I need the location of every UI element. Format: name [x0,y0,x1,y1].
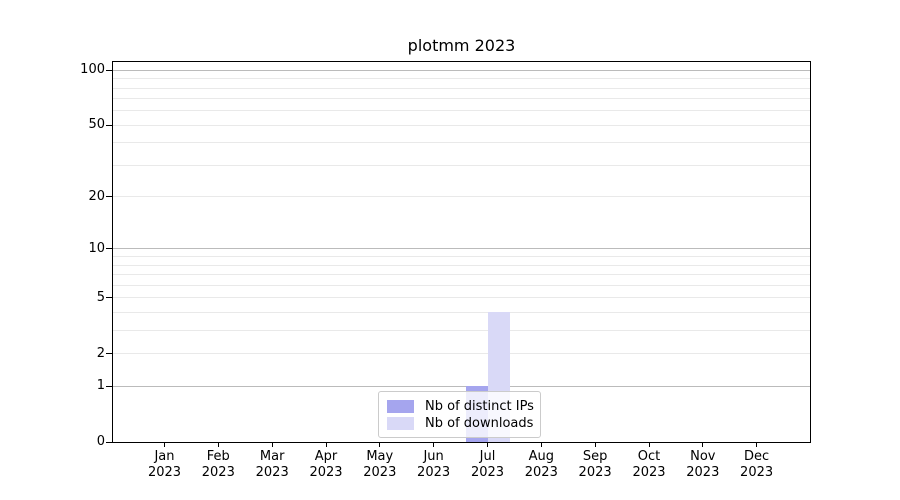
x-tick-mark [702,442,704,447]
legend-row: Nb of downloads [387,415,534,431]
x-tick-label: Nov 2023 [673,449,733,480]
y-tick-mark [106,69,112,71]
x-tick-month: Mar [259,449,285,464]
y-tick-label: 50 [88,117,105,133]
y-tick-mark [106,196,112,198]
x-tick-year: 2023 [255,464,289,480]
x-tick-year: 2023 [470,464,505,480]
x-tick-year: 2023 [740,464,774,480]
x-tick-mark [271,442,273,447]
minor-gridline [113,311,810,313]
y-tick-mark [106,385,112,387]
x-tick-label: Feb 2023 [188,449,248,480]
plot-area: 0 1 2 5 10 20 50 100 Jan 2023 Feb 2023 Mar 2023 Apr 20… [80,61,811,480]
y-tick-mark [106,353,112,354]
x-tick-mark [540,442,542,447]
x-tick-label: Sep 2023 [565,449,625,480]
legend-label: Nb of distinct IPs [425,398,534,414]
minor-gridline [113,329,810,331]
x-tick-year: 2023 [686,464,720,480]
legend-swatch [387,399,414,413]
legend-swatch [387,416,414,430]
x-tick-label: Oct 2023 [619,449,679,480]
minor-gridline [113,110,810,112]
x-tick-label: Jun 2023 [404,449,464,480]
minor-gridline [113,142,810,144]
x-tick-mark [756,442,758,447]
chart-title: plotmm 2023 [407,36,516,55]
x-tick-month: Aug [528,449,554,464]
y-tick-mark [106,441,112,443]
x-tick-year: 2023 [201,464,235,480]
x-tick-label: Jan 2023 [135,449,195,480]
minor-gridline [113,164,810,166]
y-tick-label: 2 [96,345,105,361]
x-tick-year: 2023 [147,464,182,480]
major-gridline [113,248,810,250]
legend-row: Nb of distinct IPs [387,398,534,414]
x-tick-mark [325,442,327,447]
x-tick-month: Oct [637,449,661,464]
x-tick-year: 2023 [417,464,451,480]
minor-gridline [113,264,810,266]
major-gridline [113,385,810,387]
x-tick-mark [164,442,165,447]
y-tick-mark [106,124,112,126]
y-tick-mark [106,248,112,250]
x-tick-month: Dec [744,449,770,464]
minor-gridline [113,353,810,354]
x-tick-month: May [366,449,394,464]
x-tick-mark [648,442,650,447]
x-tick-month: Jun [423,449,444,464]
legend-label: Nb of downloads [425,415,534,431]
x-tick-label: Mar 2023 [242,449,302,480]
y-tick-label: 100 [80,62,105,78]
x-tick-month: Jul [479,449,496,464]
x-tick-month: Sep [582,449,608,464]
major-gridline [113,69,810,71]
x-tick-mark [594,442,596,447]
x-tick-year: 2023 [363,464,397,480]
x-tick-mark [217,442,219,447]
y-tick-mark [106,297,112,299]
y-tick-label: 10 [88,240,105,256]
y-tick-label: 0 [96,434,105,449]
x-tick-year: 2023 [309,464,343,480]
x-tick-year: 2023 [578,464,612,480]
x-tick-month: Jan [154,449,175,464]
minor-gridline [113,78,810,80]
x-tick-label: Jul 2023 [458,449,518,480]
x-tick-mark [433,442,435,447]
x-tick-year: 2023 [632,464,666,480]
x-tick-mark [379,442,381,447]
x-tick-month: Apr [314,449,338,464]
x-tick-label: Dec 2023 [727,449,787,480]
minor-gridline [113,297,810,299]
x-tick-month: Nov [690,449,716,464]
x-tick-mark [487,442,488,447]
minor-gridline [113,196,810,198]
minor-gridline [113,87,810,89]
x-tick-label: Apr 2023 [296,449,356,480]
minor-gridline [113,284,810,286]
x-tick-label: May 2023 [350,449,410,480]
y-tick-label: 5 [96,289,105,305]
x-tick-label: Aug 2023 [511,449,571,480]
minor-gridline [113,256,810,258]
minor-gridline [113,274,810,275]
minor-gridline [113,124,810,126]
x-tick-year: 2023 [524,464,558,480]
x-tick-month: Feb [206,449,230,464]
legend: Nb of distinct IPs Nb of downloads [378,391,541,438]
y-tick-label: 1 [96,378,105,394]
minor-gridline [113,98,810,100]
y-tick-label: 20 [88,188,105,204]
